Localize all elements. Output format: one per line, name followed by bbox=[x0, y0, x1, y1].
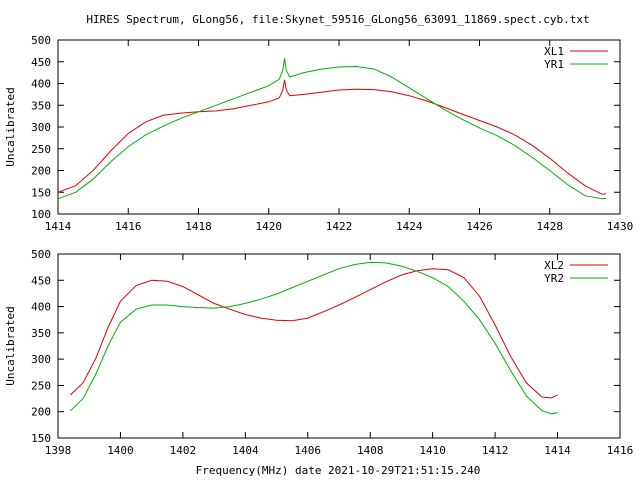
x-tick-label: 1416 bbox=[607, 444, 634, 457]
legend-label-xl2: XL2 bbox=[544, 259, 564, 272]
x-tick-label: 1414 bbox=[45, 220, 72, 233]
y-tick-label: 450 bbox=[31, 56, 51, 69]
x-tick-label: 1418 bbox=[185, 220, 212, 233]
y-tick-label: 200 bbox=[31, 406, 51, 419]
legend-label-yr2: YR2 bbox=[544, 272, 564, 285]
y-tick-label: 500 bbox=[31, 34, 51, 47]
legend-label-xl1: XL1 bbox=[544, 45, 564, 58]
x-tick-label: 1398 bbox=[45, 444, 72, 457]
x-tick-label: 1410 bbox=[419, 444, 446, 457]
y-tick-label: 250 bbox=[31, 379, 51, 392]
y-tick-label: 350 bbox=[31, 99, 51, 112]
x-tick-label: 1408 bbox=[357, 444, 384, 457]
y-tick-label: 150 bbox=[31, 432, 51, 445]
y-tick-label: 500 bbox=[31, 248, 51, 261]
series-line-yr1 bbox=[57, 58, 606, 200]
plot-frame bbox=[57, 253, 621, 439]
y-tick-label: 400 bbox=[31, 301, 51, 314]
x-tick-label: 1404 bbox=[232, 444, 259, 457]
y-tick-label: 300 bbox=[31, 121, 51, 134]
plot-frame bbox=[57, 39, 621, 215]
y-tick-label: 300 bbox=[31, 353, 51, 366]
series-line-xl1 bbox=[57, 79, 607, 195]
y-tick-label: 400 bbox=[31, 78, 51, 91]
plot-bottom: 1398 1400 1402 1404 1406 1408 1410 1412 1414 1416… bbox=[4, 248, 633, 457]
series-line-yr2 bbox=[70, 261, 558, 415]
x-tick-label: 1428 bbox=[537, 220, 564, 233]
y-tick-label: 350 bbox=[31, 327, 51, 340]
x-tick-label: 1414 bbox=[544, 444, 571, 457]
x-axis-label: Frequency(MHz) date 2021-10-29T21:51:15.… bbox=[196, 464, 481, 477]
y-tick-label: 100 bbox=[31, 208, 51, 221]
series-line-xl2 bbox=[70, 268, 558, 399]
chart-title: HIRES Spectrum, GLong56, file:Skynet_595… bbox=[86, 13, 589, 26]
x-tick-label: 1400 bbox=[107, 444, 134, 457]
y-tick-label: 200 bbox=[31, 165, 51, 178]
y-tick-label: 250 bbox=[31, 143, 51, 156]
y-axis-label: Uncalibrated bbox=[4, 306, 17, 385]
x-tick-label: 1424 bbox=[396, 220, 423, 233]
x-tick-label: 1406 bbox=[295, 444, 322, 457]
y-tick-label: 450 bbox=[31, 274, 51, 287]
x-tick-label: 1426 bbox=[466, 220, 493, 233]
y-tick-label: 150 bbox=[31, 186, 51, 199]
x-tick-label: 1420 bbox=[256, 220, 283, 233]
legend-label-yr1: YR1 bbox=[544, 58, 564, 71]
x-tick-label: 1412 bbox=[482, 444, 509, 457]
x-tick-label: 1422 bbox=[326, 220, 353, 233]
x-tick-label: 1416 bbox=[115, 220, 142, 233]
y-axis-label: Uncalibrated bbox=[4, 87, 17, 166]
plot-top: 1414 1416 1418 1420 1422 1424 1426 1428 1430 100 1… bbox=[4, 34, 633, 233]
x-tick-label: 1430 bbox=[607, 220, 634, 233]
x-tick-label: 1402 bbox=[170, 444, 197, 457]
